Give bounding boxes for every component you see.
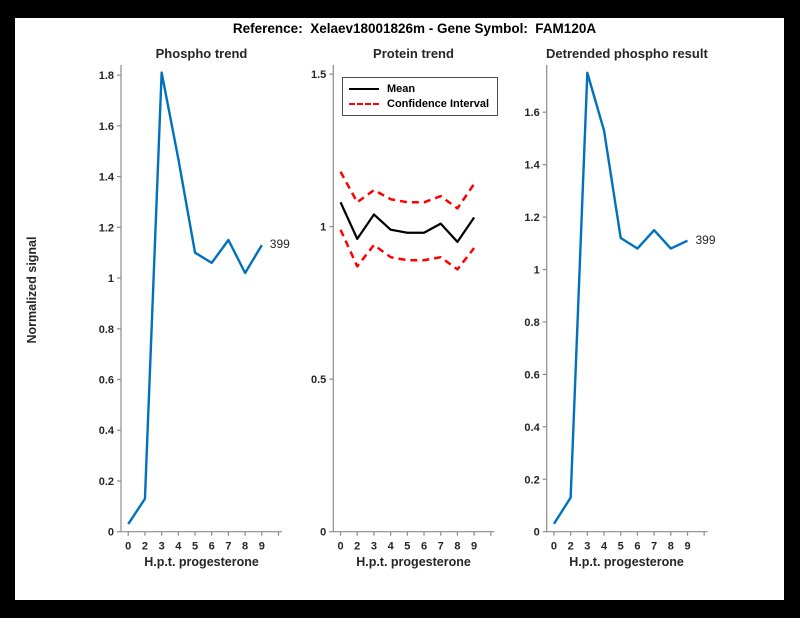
- y-tick-label: 0.2: [99, 476, 114, 488]
- x-tick-label: 4: [388, 541, 395, 553]
- x-axis-label-2: H.p.t. progesterone: [356, 555, 471, 569]
- subplot-2: 0 2 3 4 5 6 7 8 900.511.5: [311, 65, 495, 553]
- y-tick-label: 0.6: [524, 369, 539, 381]
- y-tick-label: 0.5: [311, 374, 326, 386]
- x-tick-label: 7: [225, 541, 231, 553]
- legend: Mean Confidence Interval: [342, 77, 498, 116]
- end-label-0: 399: [269, 237, 290, 252]
- y-tick-label: 1.2: [524, 212, 539, 224]
- x-tick-label: 3: [371, 541, 377, 553]
- axes-lines: [332, 65, 495, 533]
- y-tick-label: 0.8: [524, 317, 539, 329]
- subplot-title-detrended-phospho-result: Detrended phospho result: [546, 46, 708, 61]
- x-tick-label: 9: [684, 541, 690, 553]
- confidence-interval-lower-line: [339, 229, 476, 271]
- x-tick-label: 6: [634, 541, 640, 553]
- x-tick-label: 5: [618, 541, 624, 553]
- mean-line: [339, 201, 476, 244]
- y-tick-label: 0.4: [99, 425, 115, 437]
- x-tick-label: 6: [209, 541, 215, 553]
- x-tick-label: 0: [337, 541, 343, 553]
- x-tick-label: 5: [192, 541, 198, 553]
- matlab-figure-canvas: Reference: Xelaev18001826m - Gene Symbol…: [15, 18, 784, 600]
- y-tick-label: 0: [534, 527, 540, 539]
- axes-lines: [546, 65, 708, 533]
- axes-lines: [120, 65, 282, 533]
- y-tick-label: 0.6: [99, 375, 114, 387]
- y-tick-label: 1.4: [524, 160, 540, 172]
- subplot-title-phospho-trend: Phospho trend: [155, 46, 248, 61]
- x-tick-label: 8: [454, 541, 460, 553]
- y-tick-label: 1.2: [99, 222, 114, 234]
- x-tick-label: 3: [159, 541, 165, 553]
- x-tick-label: 7: [438, 541, 444, 553]
- mean-line-swatch: [349, 87, 379, 90]
- x-tick-label: 9: [471, 541, 477, 553]
- y-tick-label: 1.6: [99, 121, 114, 133]
- y-tick-label: 1.4: [99, 172, 115, 184]
- x-tick-label: 2: [142, 541, 148, 553]
- phospho-signal-line: [127, 71, 263, 525]
- x-tick-label: 8: [668, 541, 674, 553]
- figure-title: Reference: Xelaev18001826m - Gene Symbol…: [232, 21, 597, 36]
- x-tick-label: 2: [568, 541, 574, 553]
- x-tick-label: 2: [354, 541, 360, 553]
- y-tick-label: 0: [108, 527, 114, 539]
- y-tick-label: 1: [108, 273, 114, 285]
- x-tick-label: 3: [584, 541, 590, 553]
- end-label-2: 399: [695, 232, 716, 247]
- legend-item-confidence-interval: Confidence Interval: [349, 98, 491, 110]
- x-tick-label: 9: [259, 541, 265, 553]
- y-tick-label: 1.8: [99, 70, 114, 82]
- y-tick-label: 1: [534, 265, 540, 277]
- legend-label-confidence-interval: Confidence Interval: [387, 98, 490, 111]
- subplot-3: 0 2 3 4 5 6 7 8 900.20.40.60.811.21.41.6: [524, 65, 708, 553]
- x-tick-label: 0: [125, 541, 131, 553]
- x-tick-label: 5: [404, 541, 410, 553]
- y-tick-label: 0: [320, 527, 326, 539]
- y-tick-label: 1.5: [311, 69, 326, 81]
- y-tick-label: 0.8: [99, 324, 114, 336]
- detrended-phospho-signal-line: [552, 71, 689, 525]
- legend-label-mean: Mean: [387, 82, 416, 95]
- x-tick-label: 7: [651, 541, 657, 553]
- x-axis-label-1: H.p.t. progesterone: [144, 555, 259, 569]
- confidence-interval-upper-line: [339, 171, 476, 210]
- subplot-title-protein-trend: Protein trend: [373, 46, 454, 61]
- x-axis-label-3: H.p.t. progesterone: [569, 555, 684, 569]
- y-tick-label: 0.2: [524, 474, 539, 486]
- y-tick-label: 0.4: [524, 422, 540, 434]
- x-tick-label: 4: [175, 541, 182, 553]
- x-tick-label: 0: [551, 541, 557, 553]
- chart-svg: 0 2 3 4 5 6 7 8 900.20.40.60.811.21.41.61.80 2 3 4 5…: [99, 65, 708, 553]
- x-tick-label: 4: [601, 541, 608, 553]
- y-tick-label: 1.6: [524, 107, 539, 119]
- x-tick-label: 6: [421, 541, 427, 553]
- x-tick-label: 8: [242, 541, 248, 553]
- subplot-1: 0 2 3 4 5 6 7 8 900.20.40.60.811.21.41.61.8: [99, 65, 282, 553]
- legend-item-mean: Mean: [349, 83, 491, 95]
- y-tick-label: 1: [320, 222, 326, 234]
- confidence-interval-line-swatch: [349, 103, 379, 106]
